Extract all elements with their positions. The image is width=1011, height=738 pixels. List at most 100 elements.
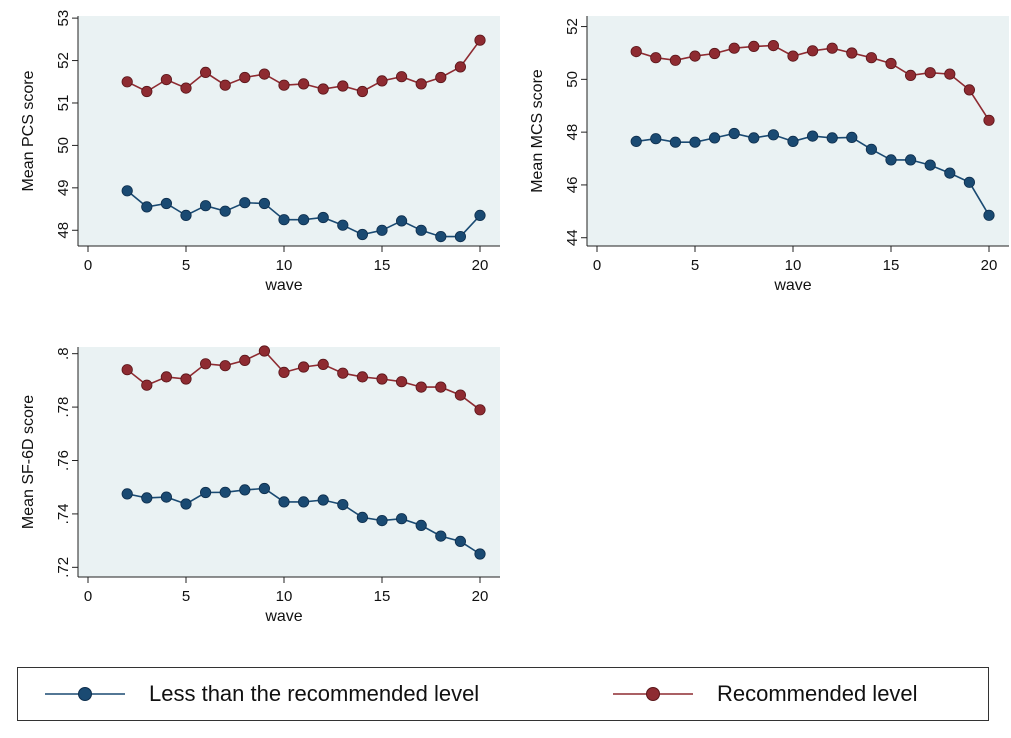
pcs-data-point-recommended bbox=[219, 79, 231, 91]
mcs-series-line-recommended bbox=[635, 44, 990, 121]
pcs-data-point-less bbox=[395, 215, 408, 227]
mcs-x-tick-label: 15 bbox=[883, 257, 900, 274]
sf6d-data-point-recommended bbox=[258, 345, 270, 357]
sf6d-data-point-less bbox=[435, 530, 447, 542]
sf6d-data-point-less bbox=[219, 486, 231, 498]
sf6d-data-point-recommended bbox=[415, 381, 427, 393]
pcs-data-point-recommended bbox=[258, 68, 270, 80]
mcs-data-point-less bbox=[885, 154, 897, 166]
pcs-y-tick-label: 53 bbox=[55, 10, 72, 27]
sf6d-data-point-less bbox=[297, 496, 310, 508]
mcs-x-tick-label: 20 bbox=[981, 257, 998, 274]
mcs-data-point-recommended bbox=[787, 50, 799, 62]
mcs-data-point-recommended bbox=[767, 39, 780, 52]
sf6d-data-point-less bbox=[415, 519, 427, 532]
mcs-data-point-recommended bbox=[944, 68, 956, 80]
pcs-data-point-less bbox=[297, 214, 310, 226]
sf6d-data-point-recommended bbox=[239, 354, 251, 366]
sf6d-x-tick-label: 20 bbox=[472, 588, 489, 605]
pcs-data-point-less bbox=[454, 231, 466, 243]
mcs-data-point-recommended bbox=[826, 42, 838, 54]
pcs-data-point-recommended bbox=[239, 71, 251, 84]
legend-item-less: Less than the recommended level bbox=[43, 668, 479, 720]
sf6d-data-point-less bbox=[200, 486, 212, 499]
pcs-data-point-recommended bbox=[121, 76, 133, 88]
mcs-y-tick-label: 52 bbox=[564, 18, 581, 35]
pcs-data-point-recommended bbox=[356, 85, 368, 98]
mcs-data-point-recommended bbox=[748, 40, 760, 53]
mcs-data-point-less bbox=[708, 132, 721, 144]
mcs-data-point-recommended bbox=[963, 84, 976, 96]
sf6d-data-point-recommended bbox=[356, 371, 368, 383]
pcs-x-tick-label: 5 bbox=[182, 257, 190, 274]
mcs-x-tick-label: 0 bbox=[593, 257, 601, 274]
mcs-data-point-less bbox=[689, 136, 701, 148]
sf6d-x-tick-label: 10 bbox=[276, 588, 293, 605]
mcs-data-point-recommended bbox=[904, 69, 917, 82]
pcs-y-tick-label: 48 bbox=[55, 222, 72, 239]
pcs-data-point-recommended bbox=[474, 34, 486, 46]
sf6d-data-point-less bbox=[395, 513, 408, 525]
sf6d-y-tick-label: .76 bbox=[55, 450, 72, 471]
sf6d-data-point-recommended bbox=[219, 360, 231, 372]
pcs-x-tick-label: 0 bbox=[84, 257, 92, 274]
mcs-data-point-recommended bbox=[806, 45, 819, 57]
mcs-data-point-less bbox=[748, 132, 760, 144]
mcs-data-point-recommended bbox=[846, 47, 858, 59]
sf6d-data-point-less bbox=[337, 498, 349, 511]
sf6d-x-axis-title: wave bbox=[264, 608, 302, 625]
mcs-data-point-less bbox=[865, 143, 878, 155]
pcs-data-point-less bbox=[141, 201, 153, 213]
mcs-data-point-less bbox=[806, 130, 819, 142]
mcs-x-tick-label: 10 bbox=[785, 257, 802, 274]
pcs-data-point-recommended bbox=[395, 71, 408, 83]
mcs-x-axis-title: wave bbox=[773, 277, 811, 294]
mcs-data-point-recommended bbox=[885, 57, 897, 70]
sf6d-data-point-recommended bbox=[337, 367, 349, 379]
pcs-x-tick-label: 20 bbox=[472, 257, 489, 274]
sf6d-data-point-less bbox=[376, 514, 388, 527]
mcs-data-point-less bbox=[767, 129, 780, 141]
sf6d-data-point-recommended bbox=[121, 364, 133, 376]
sf6d-data-point-recommended bbox=[435, 381, 447, 393]
sf6d-series-line-recommended bbox=[126, 350, 481, 411]
sf6d-data-point-less bbox=[121, 488, 133, 500]
mcs-data-point-recommended bbox=[669, 54, 682, 66]
mcs-x-tick-label: 5 bbox=[691, 257, 699, 274]
legend-label-recommended: Recommended level bbox=[717, 681, 918, 706]
sf6d-data-point-recommended bbox=[160, 371, 172, 383]
sf6d-data-point-recommended bbox=[200, 358, 212, 370]
pcs-data-point-recommended bbox=[278, 79, 290, 91]
legend: Less than the recommended level Recommen… bbox=[17, 667, 989, 721]
pcs-data-point-recommended bbox=[160, 74, 172, 86]
pcs-y-tick-label: 52 bbox=[55, 52, 72, 69]
pcs-y-tick-label: 49 bbox=[55, 179, 72, 196]
sf6d-x-tick-label: 0 bbox=[84, 588, 92, 605]
pcs-data-point-less bbox=[258, 197, 270, 210]
sf6d-x-tick-label: 5 bbox=[182, 588, 190, 605]
pcs-data-point-less bbox=[376, 224, 388, 236]
pcs-x-tick-label: 10 bbox=[276, 257, 293, 274]
mcs-data-point-recommended bbox=[924, 67, 936, 79]
pcs-data-point-less bbox=[121, 185, 133, 197]
pcs-data-point-less bbox=[317, 211, 329, 224]
sf6d-data-point-less bbox=[258, 482, 270, 495]
mcs-data-point-less bbox=[963, 176, 976, 188]
pcs-data-point-less bbox=[278, 214, 290, 226]
sf6d-data-point-recommended bbox=[376, 373, 388, 385]
sf6d-data-point-less bbox=[239, 484, 251, 496]
mcs-data-point-less bbox=[983, 209, 995, 221]
pcs-data-point-recommended bbox=[200, 66, 212, 79]
pcs-data-point-less bbox=[435, 231, 447, 243]
mcs-data-point-recommended bbox=[630, 45, 642, 58]
pcs-x-axis-title: wave bbox=[264, 277, 302, 294]
mcs-data-point-recommended bbox=[865, 52, 878, 64]
sf6d-data-point-recommended bbox=[278, 366, 290, 378]
pcs-data-point-less bbox=[160, 197, 172, 210]
sf6d-data-point-recommended bbox=[474, 404, 486, 416]
sf6d-data-point-recommended bbox=[141, 379, 153, 391]
sf6d-data-point-less bbox=[180, 498, 192, 510]
mcs-y-tick-label: 50 bbox=[564, 71, 581, 88]
mcs-data-point-less bbox=[924, 159, 936, 171]
